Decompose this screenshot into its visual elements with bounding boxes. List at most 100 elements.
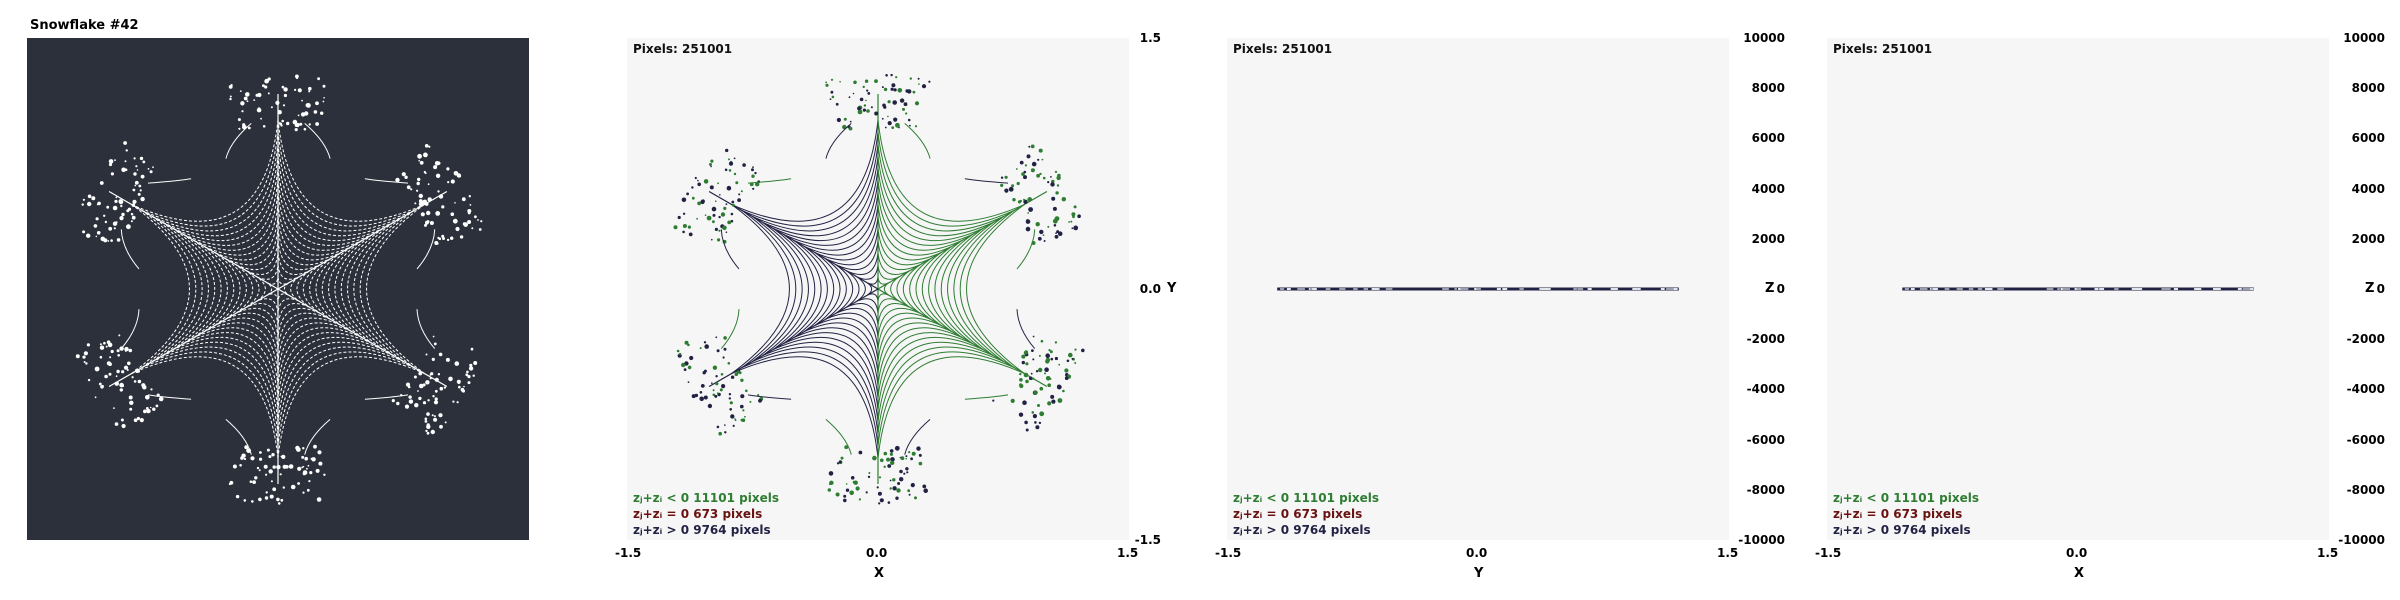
x-tick-label: -1.5 xyxy=(1215,546,1242,560)
band-point xyxy=(1660,288,1665,290)
y-tick-label: -8000 xyxy=(2346,482,2385,497)
band-point xyxy=(1977,288,1983,290)
x-tick-label: -1.5 xyxy=(615,546,642,560)
legend: zⱼ+zᵢ < 0 11101 pixels zⱼ+zᵢ = 0 673 pix… xyxy=(633,490,779,538)
y-tick-label: 2000 xyxy=(2351,231,2385,246)
band-point xyxy=(1286,288,1291,290)
band-point xyxy=(1904,288,1909,290)
y-tick-label: -1.5 xyxy=(1134,533,1161,547)
y-tick-label: 6000 xyxy=(2351,131,2385,146)
x-tick-label: -1.5 xyxy=(1815,546,1842,560)
band-point xyxy=(2134,288,2142,290)
band-point xyxy=(2161,288,2165,290)
band-point xyxy=(1637,288,1641,290)
x-tick-label: 1.5 xyxy=(2317,546,2339,560)
band-point xyxy=(1997,288,2004,290)
band-point xyxy=(2114,288,2119,290)
band-point xyxy=(1502,288,1508,290)
band-point xyxy=(2213,288,2218,290)
band-point xyxy=(1577,288,1584,290)
band-point xyxy=(1460,288,1468,290)
band-point xyxy=(2131,288,2135,290)
legend-negative: zⱼ+zᵢ < 0 11101 pixels xyxy=(1233,491,1379,505)
yz-band xyxy=(1277,287,1679,291)
band-point xyxy=(2094,288,2099,290)
band-point xyxy=(1372,288,1379,290)
legend-zero: zⱼ+zᵢ = 0 673 pixels xyxy=(1833,507,1963,521)
xz-band xyxy=(1902,287,2254,291)
band-point xyxy=(1310,288,1313,290)
band-point xyxy=(1465,288,1469,290)
window-title: Snowflake #42 xyxy=(30,18,139,33)
band-point xyxy=(2194,288,2202,290)
legend: zⱼ+zᵢ < 0 11101 pixels zⱼ+zᵢ = 0 673 pix… xyxy=(1233,490,1379,538)
band-point xyxy=(1519,288,1524,290)
band-point xyxy=(2173,288,2178,290)
band-point xyxy=(1454,288,1457,290)
band-point xyxy=(1280,288,1285,290)
band-point xyxy=(1931,288,1934,290)
x-axis-title: X xyxy=(2074,566,2085,581)
band-point xyxy=(1985,288,1992,290)
band-point xyxy=(1956,288,1963,290)
legend-positive: zⱼ+zᵢ > 0 9764 pixels xyxy=(1233,523,1371,537)
band-point xyxy=(1442,288,1449,290)
band-point xyxy=(1539,288,1543,290)
y-tick-label: 4000 xyxy=(2351,181,2385,196)
band-point xyxy=(1930,288,1938,290)
x-axis-title: X xyxy=(874,566,885,581)
y-axis-title: Z xyxy=(1765,281,1775,296)
legend-negative: zⱼ+zᵢ < 0 11101 pixels xyxy=(633,491,779,505)
preview-panel xyxy=(27,38,529,540)
band-point xyxy=(1666,288,1674,290)
band-point xyxy=(2237,288,2242,290)
y-tick-label: -10000 xyxy=(1738,533,1785,547)
band-point xyxy=(2242,288,2251,290)
band-point xyxy=(1910,288,1915,290)
y-tick-label: 10000 xyxy=(1743,31,1785,45)
x-tick-label: 0.0 xyxy=(866,546,888,560)
y-tick-label: -4000 xyxy=(1746,382,1785,397)
band-point xyxy=(2248,288,2254,290)
preview-snowflake xyxy=(75,74,483,505)
band-point xyxy=(1385,288,1393,290)
x-axis-title: Y xyxy=(1474,566,1484,581)
y-tick-label: 4000 xyxy=(1751,181,1785,196)
legend-negative: zⱼ+zᵢ < 0 11101 pixels xyxy=(1833,491,1979,505)
band-point xyxy=(1476,288,1481,290)
band-point xyxy=(1632,288,1638,290)
band-point xyxy=(1496,288,1501,290)
y-tick-label: -2000 xyxy=(2346,332,2385,347)
y-tick-label: -4000 xyxy=(2346,382,2385,397)
band-point xyxy=(2076,288,2082,290)
y-axis-title: Y xyxy=(1167,281,1177,296)
band-point xyxy=(2099,288,2105,290)
y-tick-label: 8000 xyxy=(2351,81,2385,96)
y-tick-label: 1.5 xyxy=(1139,31,1161,45)
band-point xyxy=(1363,288,1368,290)
xy-plot: Pixels: 251001 zⱼ+zᵢ < 0 11101 pixels zⱼ… xyxy=(627,38,1129,540)
band-point xyxy=(2067,288,2070,290)
pixel-count: Pixels: 251001 xyxy=(1833,42,1933,56)
yz-plot: Pixels: 251001 zⱼ+zᵢ < 0 11101 pixels zⱼ… xyxy=(1227,38,1729,540)
xz-plot: Pixels: 251001 zⱼ+zᵢ < 0 11101 pixels zⱼ… xyxy=(1827,38,2329,540)
band-point xyxy=(1573,288,1577,290)
y-tick-label: -6000 xyxy=(1746,432,1785,447)
xy-snowflake xyxy=(673,73,1085,505)
band-point xyxy=(1297,288,1305,290)
y-tick-label: 2000 xyxy=(1751,231,1785,246)
y-tick-label: 0.0 xyxy=(1139,282,1161,296)
pixel-count: Pixels: 251001 xyxy=(1233,42,1333,56)
band-point xyxy=(2217,288,2221,290)
y-tick-label: 0 xyxy=(2376,282,2385,296)
y-tick-label: -8000 xyxy=(1746,482,1785,497)
band-point xyxy=(1325,288,1331,290)
band-point xyxy=(1309,288,1317,290)
y-axis-title: Z xyxy=(2365,281,2375,296)
x-tick-label: 0.0 xyxy=(2066,546,2088,560)
band-point xyxy=(1610,288,1618,290)
band-point xyxy=(1542,288,1550,290)
x-tick-label: 0.0 xyxy=(1466,546,1488,560)
band-point xyxy=(1944,288,1950,290)
band-point xyxy=(1353,288,1358,290)
